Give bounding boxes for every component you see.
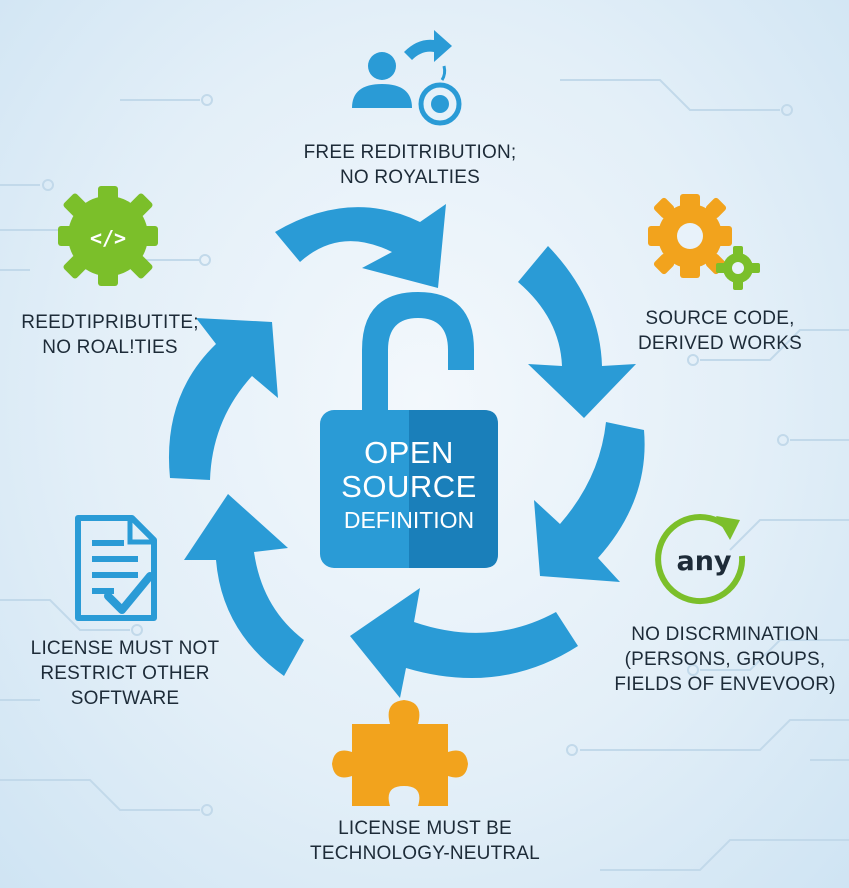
cycle-arrow-5 xyxy=(184,494,304,676)
cycle-arrow-1 xyxy=(275,204,446,288)
label-line: TECHNOLOGY-NEUTRAL xyxy=(310,843,540,864)
label-license-not-restrict: LICENSE MUST NOT RESTRICT OTHER SOFTWARE xyxy=(10,636,240,711)
person-arrow-target-icon xyxy=(352,30,462,126)
any-symbol: any xyxy=(676,546,732,577)
puzzle-piece-icon xyxy=(332,700,468,806)
cycle-arrows xyxy=(168,204,645,698)
label-line: DERIVED WORKS xyxy=(637,333,803,354)
cycle-arrow-4 xyxy=(350,588,578,698)
label-line: SOFTWARE xyxy=(70,688,180,709)
padlock-title-line1: OPEN xyxy=(364,435,454,470)
any-cycle-icon xyxy=(655,514,746,605)
label-line: RESTRICT OTHER xyxy=(40,663,210,684)
code-symbol: </> xyxy=(89,226,127,250)
label-line: LICENSE MUST NOT xyxy=(30,638,220,659)
label-line: NO DISCRMINATION xyxy=(631,624,819,645)
label-line: LICENSE MUST BE xyxy=(338,818,512,839)
code-gear-icon xyxy=(58,186,158,286)
label-line: SOURCE CODE, xyxy=(645,308,795,329)
padlock-icon xyxy=(320,292,498,568)
padlock-title: OPEN SOURCE DEFINITION xyxy=(320,436,498,534)
cycle-arrow-6 xyxy=(168,318,278,480)
label-free-redistribution: FREE REDITRIBUTION; NO ROYALTIES xyxy=(290,140,530,190)
label-line: FREE REDITRIBUTION; xyxy=(303,142,517,163)
circuit-lines xyxy=(0,79,849,871)
document-check-icon xyxy=(75,515,157,621)
gears-icon xyxy=(648,194,760,290)
label-line: FIELDS OF ENVEVOOR) xyxy=(614,674,836,695)
cycle-arrow-2 xyxy=(518,246,636,418)
label-source-code: SOURCE CODE, DERIVED WORKS xyxy=(620,306,820,356)
label-line: (PERSONS, GROUPS, xyxy=(624,649,826,670)
cycle-arrow-3 xyxy=(534,422,645,582)
label-line: NO ROAL!TIES xyxy=(42,337,178,358)
label-line: NO ROYALTIES xyxy=(339,167,480,188)
label-technology-neutral: LICENSE MUST BE TECHNOLOGY-NEUTRAL xyxy=(300,816,550,866)
padlock-title-line2: SOURCE xyxy=(341,469,477,504)
label-line: REEDTIPRIBUTITE; xyxy=(21,312,199,333)
label-reedtipributite: REEDTIPRIBUTITE; NO ROAL!TIES xyxy=(10,310,210,360)
label-no-discrimination: NO DISCRMINATION (PERSONS, GROUPS, FIELD… xyxy=(605,622,845,697)
padlock-title-line3: DEFINITION xyxy=(343,507,475,533)
